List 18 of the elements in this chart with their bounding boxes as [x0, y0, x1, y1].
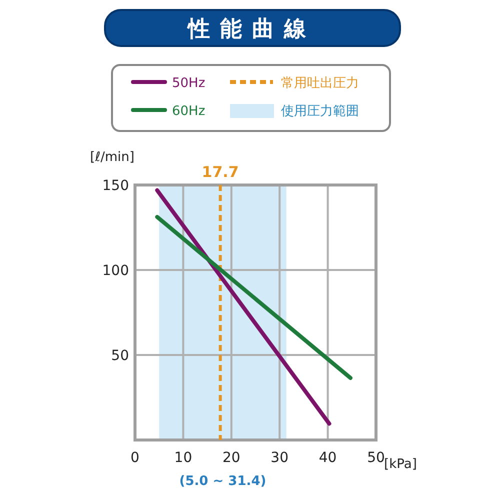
x-tick-label: 0 [130, 450, 140, 466]
legend-label: 50Hz [172, 76, 206, 91]
y-tick-label: 50 [111, 348, 129, 364]
y-tick-label: 100 [102, 263, 129, 279]
x-tick-label: 10 [174, 450, 192, 466]
legend-label: 60Hz [172, 104, 206, 119]
x-tick-label: 50 [367, 450, 385, 466]
x-tick-label: 20 [222, 450, 240, 466]
text: 使用圧力範囲 [281, 104, 359, 119]
x-tick-label: 40 [318, 450, 337, 466]
ref-line-label: 17.7 [202, 163, 239, 181]
chart-title: 性能曲線 [186, 17, 316, 42]
y-axis-title: [ℓ/min] [90, 150, 134, 165]
x-tick-label: 30 [270, 450, 289, 466]
band-label: (5.0 ~ 31.4) [179, 474, 266, 489]
y-tick-label: 150 [102, 178, 129, 194]
text: 常用吐出圧力 [281, 76, 359, 91]
x-axis-title: [kPa] [384, 457, 417, 472]
